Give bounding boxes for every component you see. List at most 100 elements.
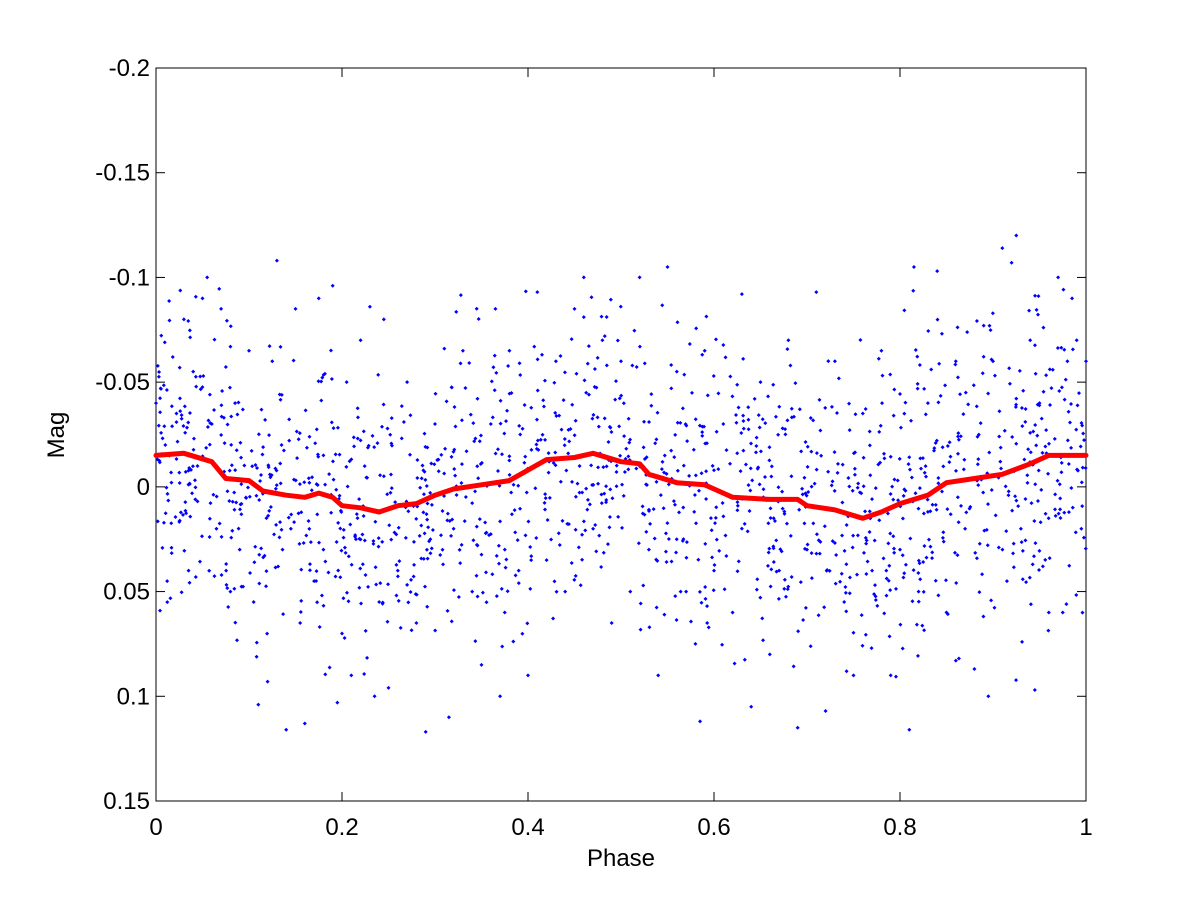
scatter-point [800,486,805,491]
scatter-point [840,533,845,538]
scatter-point [789,574,794,579]
scatter-point [268,475,273,480]
scatter-point [818,539,823,544]
scatter-point [389,441,394,446]
scatter-point [965,330,970,335]
scatter-point [622,434,627,439]
scatter-point [745,529,750,534]
scatter-point [425,501,430,506]
scatter-point [921,511,926,516]
scatter-point [853,412,858,417]
scatter-point [986,694,991,699]
scatter-point [573,494,578,499]
scatter-point [372,445,377,450]
scatter-point [232,507,237,512]
y-tick-label: 0.05 [103,579,150,606]
scatter-point [570,402,575,407]
scatter-point [684,423,689,428]
scatter-point [406,509,411,514]
scatter-point [816,613,821,618]
scatter-point [891,534,896,539]
scatter-point [805,542,810,547]
scatter-point [274,483,279,488]
scatter-point [330,283,335,288]
scatter-point [936,475,941,480]
scatter-point [1081,431,1086,436]
scatter-point [675,468,680,473]
scatter-point [511,639,516,644]
scatter-point [475,594,480,599]
scatter-point [664,471,669,476]
scatter-point [928,509,933,514]
scatter-point [900,516,905,521]
scatter-point [660,303,665,308]
scatter-point [473,489,478,494]
scatter-point [540,432,545,437]
scatter-point [506,363,511,368]
scatter-point [1033,482,1038,487]
scatter-point [735,382,740,387]
scatter-point [422,431,427,436]
scatter-point [814,467,819,472]
scatter-point [913,491,918,496]
scatter-point [791,664,796,669]
scatter-point [313,441,318,446]
scatter-point [980,371,985,376]
scatter-point [169,470,174,475]
scatter-point [766,394,771,399]
scatter-point [342,545,347,550]
scatter-point [358,338,363,343]
scatter-point [162,340,167,345]
scatter-point [738,469,743,474]
scatter-point [438,553,443,558]
scatter-point [595,355,600,360]
scatter-point [462,519,467,524]
scatter-point [559,427,564,432]
scatter-point [992,373,997,378]
scatter-point [316,454,321,459]
scatter-point [289,512,294,517]
scatter-point [233,401,238,406]
scatter-point [414,592,419,597]
scatter-point [572,433,577,438]
scatter-point [832,359,837,364]
scatter-point [634,364,639,369]
scatter-point [930,502,935,507]
scatter-point [398,625,403,630]
scatter-point [761,487,766,492]
scatter-point [538,437,543,442]
scatter-point [641,583,646,588]
scatter-point [336,520,341,525]
scatter-point [177,396,182,401]
scatter-point [746,417,751,422]
scatter-point [265,679,270,684]
scatter-point [493,306,498,311]
scatter-point [1043,557,1048,562]
scatter-point [411,574,416,579]
scatter-point [926,537,931,542]
scatter-point [191,436,196,441]
scatter-point [212,337,217,342]
scatter-point [1046,516,1051,521]
scatter-point [1082,438,1087,443]
scatter-point [224,568,229,573]
scatter-point [479,552,484,557]
scatter-point [768,516,773,521]
scatter-point [497,483,502,488]
scatter-point [915,354,920,359]
scatter-point [963,526,968,531]
scatter-point [323,559,328,564]
scatter-point [698,719,703,724]
scatter-point [1014,498,1019,503]
scatter-point [1032,519,1037,524]
scatter-point [319,398,324,403]
scatter-point [267,344,272,349]
scatter-point [581,275,586,280]
scatter-point [296,437,301,442]
scatter-point [553,359,558,364]
scatter-point [682,372,687,377]
scatter-point [981,614,986,619]
scatter-point [405,380,410,385]
scatter-point [692,492,697,497]
scatter-point [507,391,512,396]
